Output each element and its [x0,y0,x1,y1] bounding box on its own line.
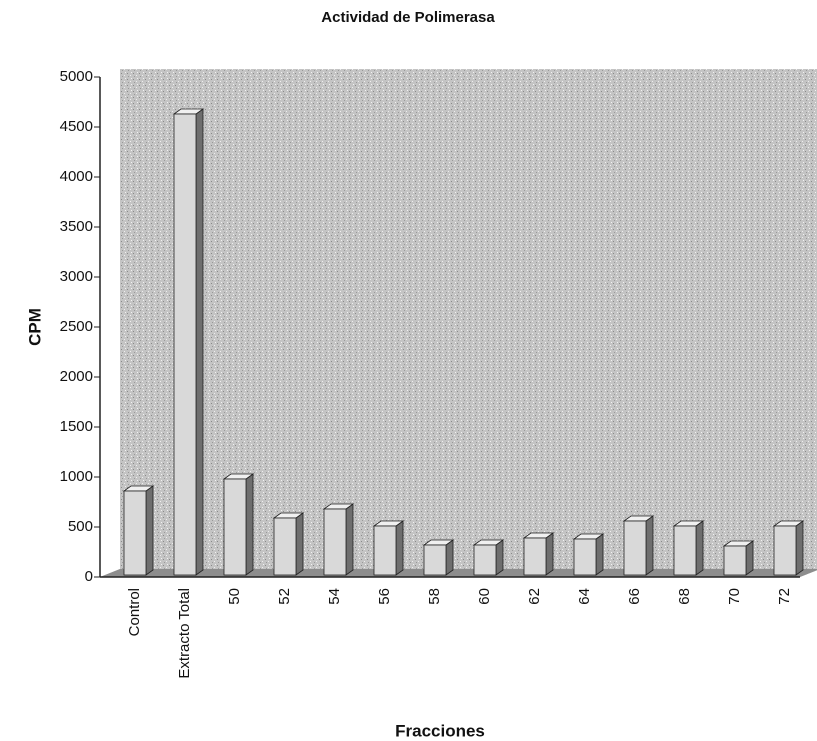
x-tick-label: 54 [326,588,343,605]
bar [623,520,647,576]
x-tick-label: 62 [526,588,543,605]
y-tick-label: 500 [68,518,93,535]
bar-side [445,539,454,576]
x-tick-label: 60 [476,588,493,605]
y-tick-label: 5000 [60,68,93,85]
y-tick-label: 3500 [60,218,93,235]
bar [373,525,397,576]
bar-side [145,485,154,576]
bar [423,544,447,576]
x-tick-label: 56 [376,588,393,605]
y-tick-label: 1000 [60,468,93,485]
bar-side [495,539,504,576]
bar-side [545,532,554,576]
x-tick-label: 58 [426,588,443,605]
bar [473,544,497,576]
y-tick-label: 4500 [60,118,93,135]
y-tick-label: 4000 [60,168,93,185]
x-tick-label: 50 [226,588,243,605]
bar-side [595,533,604,576]
chart-title: Actividad de Polimerasa [321,9,495,26]
x-tick-label: 68 [676,588,693,605]
y-tick-label: 3000 [60,268,93,285]
x-tick-label: 66 [626,588,643,605]
x-axis-label: Fracciones [395,721,485,740]
x-tick-label: 72 [776,588,793,605]
bar-side [645,515,654,576]
bar-side [795,520,804,576]
y-tick-label: 2500 [60,318,93,335]
back-wall [100,69,817,577]
y-tick-label: 0 [85,568,93,585]
floor [100,569,817,577]
bar [573,538,597,576]
bar-side [295,512,304,576]
bar-side [745,540,754,576]
bar-side [245,473,254,576]
bar [773,525,797,576]
bar-side [395,520,404,576]
bar-side [195,108,204,576]
y-tick-label: 2000 [60,368,93,385]
bar [523,537,547,576]
bar-side [345,503,354,576]
bar [723,545,747,576]
y-axis-label: CPM [25,308,44,346]
bar [673,525,697,576]
bar [223,478,247,576]
bar [273,517,297,576]
bar [123,490,147,576]
x-tick-label: 52 [276,588,293,605]
x-tick-label: Extracto Total [176,588,193,679]
bar [323,508,347,576]
x-tick-label: 70 [726,588,743,605]
x-tick-label: 64 [576,588,593,605]
bar [173,113,197,576]
bar-side [695,520,704,576]
y-tick-label: 1500 [60,418,93,435]
x-tick-label: Control [126,588,143,636]
